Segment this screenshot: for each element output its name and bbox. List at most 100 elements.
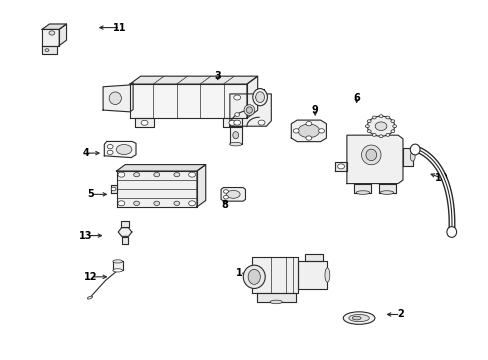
Text: 9: 9 xyxy=(311,105,318,115)
Circle shape xyxy=(366,116,394,136)
Polygon shape xyxy=(346,135,402,184)
Text: 6: 6 xyxy=(352,93,359,103)
Text: 8: 8 xyxy=(221,200,228,210)
Polygon shape xyxy=(118,228,132,237)
Circle shape xyxy=(174,172,180,177)
Polygon shape xyxy=(42,24,66,30)
Circle shape xyxy=(228,120,235,125)
Circle shape xyxy=(385,134,389,136)
Circle shape xyxy=(45,49,49,51)
Polygon shape xyxy=(229,94,271,126)
Text: 10: 10 xyxy=(434,173,448,183)
Polygon shape xyxy=(378,184,395,193)
Circle shape xyxy=(258,120,264,125)
Circle shape xyxy=(154,172,159,177)
Polygon shape xyxy=(197,165,205,207)
Polygon shape xyxy=(222,118,242,127)
Polygon shape xyxy=(298,261,327,289)
Circle shape xyxy=(107,144,113,149)
Polygon shape xyxy=(256,293,295,302)
Ellipse shape xyxy=(246,107,252,113)
Circle shape xyxy=(233,95,240,100)
Polygon shape xyxy=(135,118,154,127)
Circle shape xyxy=(366,120,370,123)
Polygon shape xyxy=(130,76,257,84)
Circle shape xyxy=(392,125,396,128)
Polygon shape xyxy=(305,253,322,261)
Ellipse shape xyxy=(87,296,92,299)
Circle shape xyxy=(107,150,113,154)
Polygon shape xyxy=(130,84,246,118)
Ellipse shape xyxy=(244,105,254,116)
Circle shape xyxy=(233,120,240,125)
Circle shape xyxy=(118,172,124,177)
Text: 1: 1 xyxy=(236,268,243,278)
Circle shape xyxy=(365,125,368,128)
Ellipse shape xyxy=(343,312,374,324)
Circle shape xyxy=(111,187,116,191)
Circle shape xyxy=(390,130,394,133)
Text: 5: 5 xyxy=(87,189,94,199)
Polygon shape xyxy=(251,257,298,293)
Polygon shape xyxy=(59,24,66,45)
Circle shape xyxy=(133,172,139,177)
Ellipse shape xyxy=(409,152,414,161)
Text: 2: 2 xyxy=(396,310,403,319)
Ellipse shape xyxy=(325,268,329,282)
Circle shape xyxy=(234,113,239,116)
Circle shape xyxy=(293,129,299,133)
Circle shape xyxy=(378,135,382,138)
Ellipse shape xyxy=(226,190,240,198)
Polygon shape xyxy=(113,261,122,270)
Polygon shape xyxy=(121,221,129,227)
Ellipse shape xyxy=(379,191,393,194)
Circle shape xyxy=(141,120,148,125)
Circle shape xyxy=(371,134,375,136)
Circle shape xyxy=(174,201,180,206)
Ellipse shape xyxy=(243,265,264,288)
Circle shape xyxy=(133,201,139,206)
Circle shape xyxy=(223,190,228,193)
Text: 11: 11 xyxy=(113,23,127,33)
Polygon shape xyxy=(104,141,136,158)
Circle shape xyxy=(305,122,311,126)
Polygon shape xyxy=(402,148,412,166)
Ellipse shape xyxy=(348,315,368,321)
Polygon shape xyxy=(221,188,245,201)
Ellipse shape xyxy=(109,92,121,104)
Text: 13: 13 xyxy=(79,231,93,240)
Circle shape xyxy=(378,115,382,118)
Circle shape xyxy=(188,172,195,177)
Polygon shape xyxy=(116,165,205,171)
Polygon shape xyxy=(122,237,128,244)
Text: 12: 12 xyxy=(84,272,98,282)
Ellipse shape xyxy=(446,226,456,237)
Ellipse shape xyxy=(351,316,360,320)
Circle shape xyxy=(49,31,55,35)
Ellipse shape xyxy=(361,145,380,165)
Circle shape xyxy=(371,116,375,119)
Circle shape xyxy=(154,201,159,206)
Circle shape xyxy=(223,195,228,199)
Text: 7: 7 xyxy=(258,89,264,99)
Polygon shape xyxy=(42,30,59,45)
Polygon shape xyxy=(246,76,257,118)
Circle shape xyxy=(318,129,324,133)
Ellipse shape xyxy=(269,300,282,304)
Polygon shape xyxy=(353,184,370,193)
Circle shape xyxy=(118,201,124,206)
Circle shape xyxy=(255,95,262,100)
Circle shape xyxy=(374,122,386,131)
Circle shape xyxy=(337,164,344,169)
Circle shape xyxy=(305,136,311,140)
Text: 4: 4 xyxy=(82,148,89,158)
Ellipse shape xyxy=(232,132,238,139)
Circle shape xyxy=(366,130,370,133)
Ellipse shape xyxy=(113,260,122,263)
Polygon shape xyxy=(334,162,346,171)
Ellipse shape xyxy=(252,89,267,106)
Ellipse shape xyxy=(409,144,419,155)
Ellipse shape xyxy=(229,142,242,146)
Ellipse shape xyxy=(355,191,369,194)
Ellipse shape xyxy=(255,92,264,103)
